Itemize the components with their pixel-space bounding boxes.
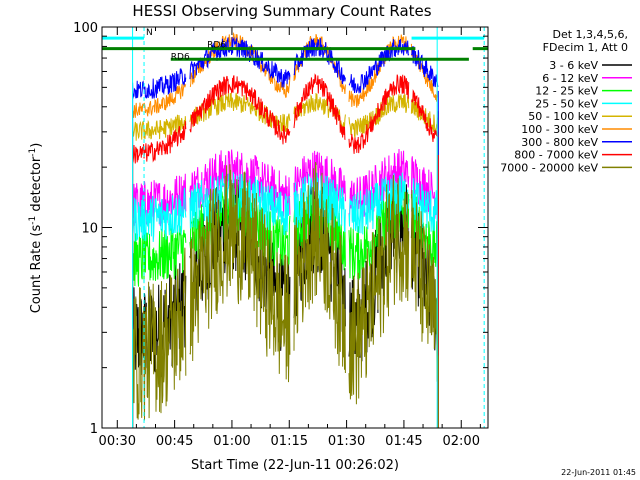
- flag-annotation-0: N: [146, 28, 153, 38]
- x-tick-label: 01:45: [385, 434, 422, 449]
- legend-label-1: 6 - 12 keV: [542, 72, 598, 85]
- x-axis-label: Start Time (22-Jun-11 00:26:02): [191, 458, 399, 473]
- y-axis-label: Count Rate (s-1 detector-1): [28, 143, 44, 314]
- footer-timestamp: 22-Jun-2011 01:45: [561, 468, 636, 477]
- series-line-7: [132, 73, 439, 428]
- x-tick-label: 01:00: [213, 434, 250, 449]
- legend-label-4: 50 - 100 keV: [528, 110, 598, 123]
- flag-annotation-1: RD6: [171, 52, 190, 62]
- x-tick-label: 00:30: [99, 434, 136, 449]
- legend-label-6: 300 - 800 keV: [521, 136, 598, 149]
- legend-label-2: 12 - 25 keV: [535, 85, 598, 98]
- legend-label-7: 800 - 7000 keV: [514, 149, 598, 162]
- x-tick-label: 02:00: [443, 434, 480, 449]
- legend-header-line-2: FDecim 1, Att 0: [543, 41, 628, 54]
- series-line-8: [132, 162, 439, 428]
- flag-layer: N RD6 RD6: [102, 27, 488, 428]
- y-tick-label: 10: [81, 222, 98, 237]
- y-tick-label: 100: [73, 21, 98, 36]
- chart-title: HESSI Observing Summary Count Rates: [132, 2, 431, 20]
- legend-label-8: 7000 - 20000 keV: [500, 161, 598, 174]
- x-tick-label: 01:15: [271, 434, 308, 449]
- data-layer: [132, 31, 439, 428]
- y-axis: 100 10 1: [73, 21, 488, 437]
- legend: Det 1,3,4,5,6, FDecim 1, Att 0 3 - 6 keV…: [500, 28, 632, 174]
- x-tick-label: 01:30: [328, 434, 365, 449]
- legend-label-5: 100 - 300 keV: [521, 123, 598, 136]
- legend-label-0: 3 - 6 keV: [549, 59, 598, 72]
- x-tick-label: 00:45: [156, 434, 193, 449]
- legend-header-line-1: Det 1,3,4,5,6,: [552, 28, 628, 41]
- legend-label-3: 25 - 50 keV: [535, 97, 598, 110]
- flag-annotation-2: RD6: [207, 41, 226, 51]
- x-axis: 00:30 00:45 01:00 01:15 01:30 01:45 02:00: [99, 27, 481, 449]
- y-tick-label: 1: [90, 422, 98, 437]
